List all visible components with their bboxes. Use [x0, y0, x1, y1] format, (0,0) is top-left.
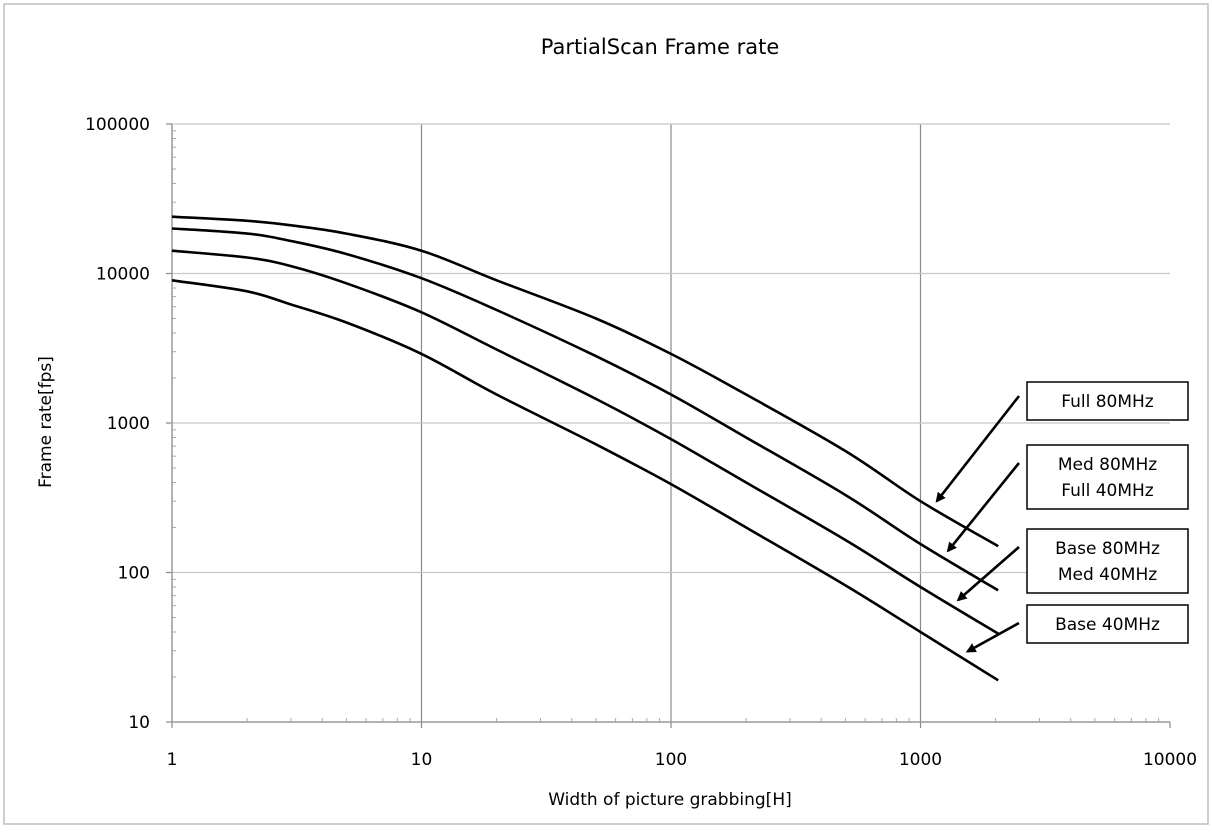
callout-box: [1026, 528, 1189, 594]
x-tick-label: 100: [655, 750, 687, 770]
callout-text: Base 40MHz: [1055, 615, 1160, 635]
series-line-4: [171, 279, 999, 682]
x-axis-label: Width of picture grabbing[H]: [548, 790, 791, 810]
x-tick-label: 1: [167, 750, 178, 770]
x-tick-label: 1000: [899, 750, 942, 770]
y-tick-label: 10: [128, 713, 150, 733]
x-tick-label: 10000: [1143, 750, 1197, 770]
series-line-2: [171, 227, 999, 592]
tick-labels: 1 10 100 1000 10000 10 100 1000 10000 100000: [85, 115, 1197, 770]
callout-arrow: [946, 462, 1021, 553]
y-tick-label: 100: [118, 564, 150, 584]
callout-text: Base 80MHz: [1055, 539, 1160, 559]
y-axis-label: Frame rate[fps]: [36, 356, 56, 488]
y-tick-label: 100000: [85, 115, 150, 135]
series-line-3: [171, 249, 999, 635]
grid: [172, 123, 1170, 722]
callout-text: Full 40MHz: [1061, 481, 1154, 501]
callout-box: [1026, 444, 1189, 510]
series-lines: [171, 215, 999, 682]
chart-title: PartialScan Frame rate: [541, 35, 780, 59]
callout-text: Med 80MHz: [1058, 455, 1157, 475]
callout-text: Full 80MHz: [1061, 392, 1154, 412]
callout-text: Med 40MHz: [1058, 565, 1157, 585]
y-tick-label: 10000: [96, 265, 150, 285]
callouts: Full 80MHz Med 80MHz Full 40MHz Base 80MHz M…: [935, 381, 1189, 653]
callout-arrow: [935, 395, 1021, 503]
axes: [166, 123, 1171, 728]
callout-arrow: [965, 621, 1020, 653]
callout-box: [1026, 604, 1189, 644]
x-tick-label: 10: [411, 750, 433, 770]
chart-border: [3, 3, 1209, 825]
callout-arrow: [956, 546, 1020, 602]
callout-box: [1026, 381, 1189, 421]
series-line-1: [171, 215, 999, 548]
y-tick-label: 1000: [107, 414, 150, 434]
